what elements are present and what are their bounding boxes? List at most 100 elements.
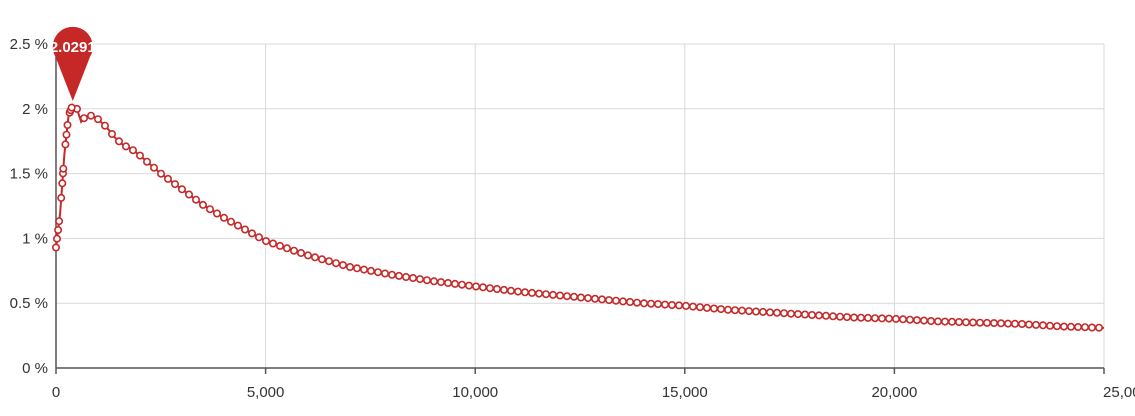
data-point — [842, 313, 851, 322]
data-point — [94, 115, 103, 124]
data-point — [387, 270, 396, 279]
data-point — [611, 296, 620, 305]
data-point — [394, 271, 403, 280]
data-point — [67, 103, 76, 112]
max-pin-marker — [52, 26, 93, 102]
data-point — [443, 278, 452, 287]
data-point — [646, 299, 655, 308]
y-tick-label: 0.5 % — [10, 295, 48, 312]
data-point — [248, 229, 257, 238]
data-point — [1010, 319, 1019, 328]
data-point — [765, 308, 774, 317]
x-tick-label: 20,000 — [871, 384, 917, 401]
data-point — [331, 259, 340, 268]
data-point — [695, 303, 704, 312]
data-point — [1039, 321, 1048, 330]
data-point — [730, 306, 739, 315]
data-point — [1081, 323, 1090, 332]
data-point — [52, 234, 61, 243]
data-point — [1095, 323, 1104, 332]
data-point — [62, 130, 71, 139]
data-point — [87, 111, 96, 120]
data-point — [436, 278, 445, 287]
data-point — [352, 264, 361, 273]
data-point — [303, 251, 312, 260]
data-point — [772, 308, 781, 317]
data-point — [919, 316, 928, 325]
data-point — [199, 200, 208, 209]
data-point — [828, 312, 837, 321]
data-point — [597, 295, 606, 304]
data-point — [884, 314, 893, 323]
data-point — [234, 221, 243, 230]
data-point — [807, 310, 816, 319]
data-point — [625, 297, 634, 306]
x-tick-label: 5,000 — [247, 384, 285, 401]
data-point — [821, 311, 830, 320]
data-point — [702, 303, 711, 312]
data-point — [632, 298, 641, 307]
data-point — [562, 292, 571, 301]
data-point — [800, 310, 809, 319]
data-point — [310, 253, 319, 262]
data-point — [492, 284, 501, 293]
data-point — [996, 319, 1005, 328]
data-point — [1017, 319, 1026, 328]
x-tick-label: 10,000 — [452, 384, 498, 401]
data-point — [136, 151, 145, 160]
data-point — [583, 294, 592, 303]
data-point — [751, 307, 760, 316]
data-point — [989, 319, 998, 328]
data-point — [1003, 319, 1012, 328]
data-point — [241, 225, 250, 234]
data-point — [282, 244, 291, 253]
data-point — [185, 190, 194, 199]
data-point — [157, 169, 166, 178]
data-point — [604, 296, 613, 305]
data-point — [716, 305, 725, 314]
data-point — [338, 261, 347, 270]
data-point — [667, 300, 676, 309]
data-point — [450, 279, 459, 288]
y-tick-label: 1 % — [22, 230, 48, 247]
data-point — [227, 217, 236, 226]
data-point — [464, 281, 473, 290]
data-point — [982, 318, 991, 327]
data-point — [422, 276, 431, 285]
data-point — [61, 140, 70, 149]
data-point — [115, 137, 124, 146]
data-point — [1074, 322, 1083, 331]
x-tick-label: 15,000 — [662, 384, 708, 401]
data-point — [618, 297, 627, 306]
data-point — [317, 255, 326, 264]
data-point — [408, 273, 417, 282]
data-point — [870, 314, 879, 323]
axis-layer: 0 % 0.5 % 1 % 1.5 % 2 % 2.5 % 0 5,000 10,000 15,0… — [10, 36, 1135, 401]
data-point — [122, 142, 131, 151]
data-point — [779, 309, 788, 318]
data-point — [681, 301, 690, 310]
data-point — [786, 309, 795, 318]
data-point — [143, 157, 152, 166]
data-point — [968, 318, 977, 327]
data-point — [401, 272, 410, 281]
series-layer — [51, 103, 1105, 332]
data-point — [653, 300, 662, 309]
data-point — [255, 233, 264, 242]
data-point — [1053, 322, 1062, 331]
data-point — [101, 121, 110, 130]
data-point — [555, 291, 564, 300]
data-point — [150, 163, 159, 172]
data-point — [471, 282, 480, 291]
data-point — [429, 277, 438, 286]
data-point — [639, 299, 648, 308]
data-point — [758, 307, 767, 316]
data-point — [912, 316, 921, 325]
data-point — [723, 305, 732, 314]
data-point — [541, 290, 550, 299]
data-point — [926, 316, 935, 325]
data-point — [485, 284, 494, 293]
data-point — [1088, 323, 1097, 332]
data-point — [1060, 322, 1069, 331]
